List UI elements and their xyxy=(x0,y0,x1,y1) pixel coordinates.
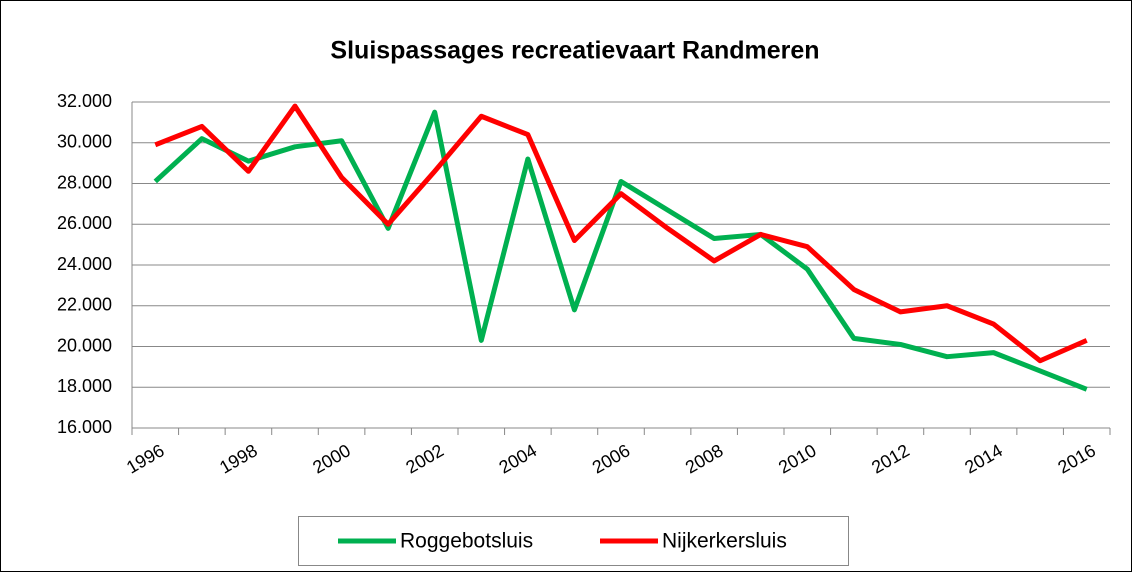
y-tick-label: 22.000 xyxy=(57,295,112,315)
y-tick-label: 18.000 xyxy=(57,376,112,396)
chart-title: Sluispassages recreatievaart Randmeren xyxy=(330,37,819,65)
y-tick-label: 28.000 xyxy=(57,172,112,192)
y-tick-label: 26.000 xyxy=(57,213,112,233)
legend-label: Roggebotsluis xyxy=(400,530,533,553)
series-line xyxy=(154,103,1088,364)
y-tick-label: 30.000 xyxy=(57,132,112,152)
y-tick-label: 16.000 xyxy=(57,417,112,437)
series-line xyxy=(153,109,1088,392)
y-tick-label: 32.000 xyxy=(57,91,112,111)
y-tick-label: 20.000 xyxy=(57,335,112,355)
y-tick-label: 24.000 xyxy=(57,254,112,274)
legend-label: Nijkerkersluis xyxy=(662,530,787,553)
